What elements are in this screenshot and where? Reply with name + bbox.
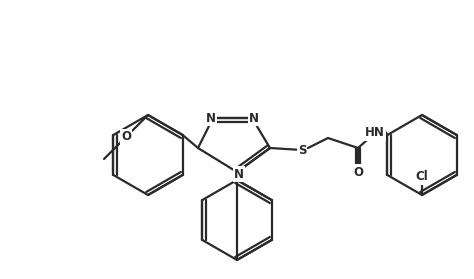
Text: HN: HN — [365, 126, 385, 140]
Text: Cl: Cl — [416, 170, 428, 184]
Text: N: N — [249, 112, 259, 124]
Text: N: N — [206, 112, 216, 124]
Text: N: N — [234, 167, 244, 181]
Text: O: O — [353, 165, 363, 179]
Text: S: S — [298, 143, 306, 157]
Text: O: O — [121, 131, 131, 143]
